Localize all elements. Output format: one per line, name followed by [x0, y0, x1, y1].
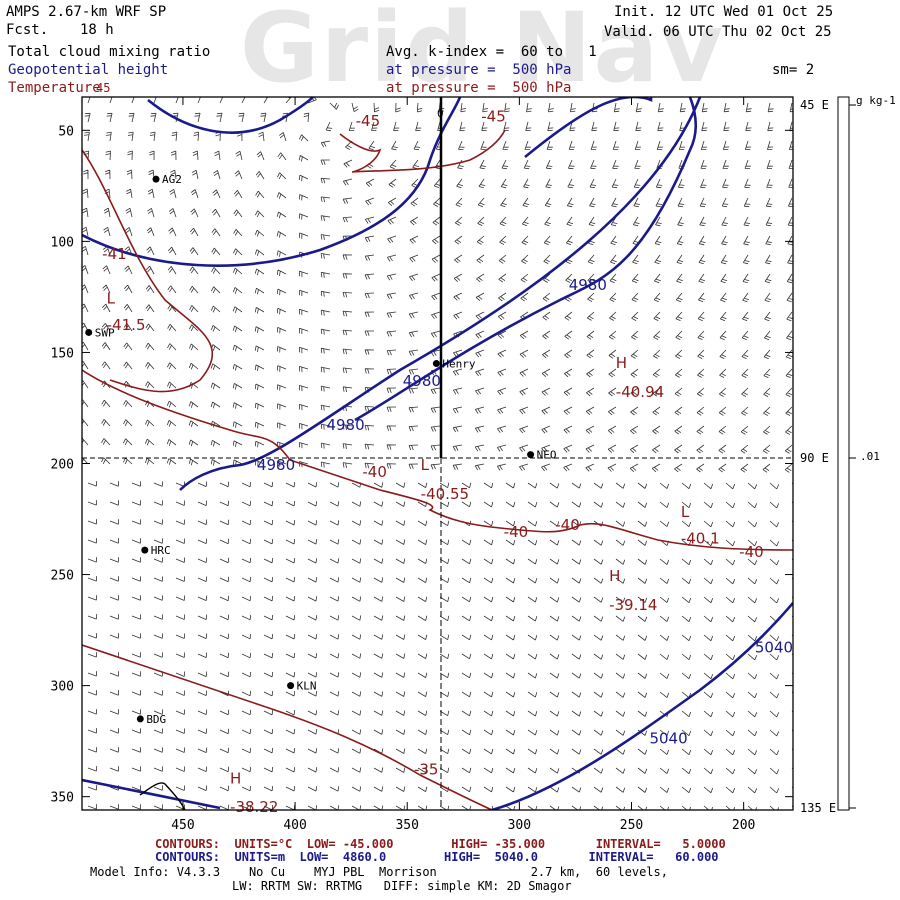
model-title: AMPS 2.67-km WRF SP — [6, 4, 167, 20]
height-contours — [82, 97, 793, 810]
longitude-label: 90 E — [800, 451, 829, 465]
x-axis-ticks: 450 400 350 300 250 200 — [171, 97, 755, 833]
top-label-0: 0 — [437, 107, 444, 120]
temperature-contour-label: -40 — [504, 523, 529, 541]
station-label: HRC — [151, 544, 171, 557]
height-contour-label: 4980 — [569, 276, 607, 294]
station-marker — [287, 682, 295, 690]
colorbar — [837, 96, 850, 811]
stations-layer: AG2 SWP Henry NEO HRC KLN BDG — [85, 173, 556, 726]
init-time: Init. 12 UTC Wed 01 Oct 25 — [614, 4, 834, 20]
temperature-labels: -45 -45 -41 L -41.5 H -40.94 -40 L -40.55 -40 -40 L -… — [102, 107, 763, 816]
field-geopotential: Geopotential height — [8, 62, 169, 78]
x-tick-label: 350 — [395, 818, 418, 833]
temperature-contour-label: -45 — [481, 107, 506, 125]
right-scale-labels: 45 E 90 E 135 E — [800, 98, 856, 815]
station-marker — [152, 175, 160, 183]
smoothing: sm= 2 — [772, 62, 815, 78]
x-tick-label: 250 — [620, 818, 643, 833]
field-cloud-mixing: Total cloud mixing ratio — [8, 44, 211, 60]
plot-frame — [81, 96, 794, 811]
avg-k-index: Avg. k-index = 60 to 1 — [386, 44, 597, 60]
colorbar-value: .01 — [860, 450, 880, 463]
temperature-contour-label: H — [616, 354, 627, 372]
height-contour-label: 4980 — [403, 372, 441, 390]
y-tick-label: 300 — [51, 680, 74, 695]
y-tick-label: 50 — [58, 124, 74, 139]
temperature-contour-label: -41.5 — [107, 316, 146, 334]
footer-model-info: Model Info: V4.3.3 No Cu MYJ PBL Morriso… — [90, 865, 668, 879]
station-label: BDG — [146, 713, 166, 726]
temperature-contour-label: -40 — [739, 543, 764, 561]
x-tick-label: 300 — [508, 818, 531, 833]
station-label: KLN — [297, 680, 317, 693]
temperature-contour-label: L — [107, 290, 116, 308]
temperature-contour-label: -35 — [414, 760, 439, 778]
y-tick-label: 100 — [51, 235, 74, 250]
temperature-contour-label: H — [609, 567, 620, 585]
temperature-contour-label: -40.1 — [681, 529, 720, 547]
temperature-contour-label: -40 — [555, 516, 580, 534]
height-contour-label: 4980 — [257, 456, 295, 474]
temperature-contour-label: -38.22 — [230, 798, 278, 816]
y-axis-ticks: 50 100 150 200 250 300 350 — [51, 124, 793, 806]
fcst-label: Fcst. — [6, 22, 49, 38]
station-label: SWP — [95, 326, 115, 339]
watermark: Grid Nav — [240, 0, 725, 104]
temperature-contour-label: -41 — [102, 245, 127, 263]
field-temperature: Temperature — [8, 80, 101, 96]
temperature-contour-label: L — [421, 456, 430, 474]
longitude-label: 135 E — [800, 801, 836, 815]
temperature-contour-label: H — [230, 769, 241, 787]
pressure-temp: at pressure = 500 hPa — [386, 80, 572, 96]
y-tick-label: 350 — [51, 791, 74, 806]
fcst-value: 18 h — [80, 22, 114, 38]
x-tick-label: 200 — [732, 818, 755, 833]
height-contour-label: 5040 — [755, 638, 793, 656]
colorbar-unit: g kg-1 — [856, 94, 896, 107]
cloud-contour — [139, 782, 186, 810]
station-marker — [141, 546, 149, 554]
height-labels: 4980 4980 4980 4980 5040 5040 — [257, 276, 793, 747]
station-label: AG2 — [162, 173, 182, 186]
station-label: NEO — [537, 449, 557, 462]
temperature-contour-label: -40.55 — [421, 485, 469, 503]
y-tick-label: 200 — [51, 457, 74, 472]
station-marker — [527, 451, 535, 459]
x-tick-label: 400 — [283, 818, 306, 833]
x-tick-label: 450 — [171, 818, 194, 833]
footer-height-contours: CONTOURS: UNITS=m LOW= 4860.0 HIGH= 5040… — [155, 850, 719, 864]
footer-physics: LW: RRTM SW: RRTMG DIFF: simple KM: 2D S… — [232, 879, 572, 893]
footer-temp-contours: CONTOURS: UNITS=°C LOW= -45.000 HIGH= -3… — [155, 837, 726, 851]
top-label-45: 45 — [96, 81, 110, 95]
y-tick-label: 150 — [51, 346, 74, 361]
temperature-contour-label: -40 — [362, 463, 387, 481]
temperature-contour-label: L — [681, 503, 690, 521]
temperature-contours — [82, 129, 793, 810]
temperature-contour-label: -40.94 — [616, 383, 664, 401]
temperature-contour-label: -39.14 — [609, 596, 657, 614]
station-marker — [85, 328, 93, 336]
longitude-label: 45 E — [800, 98, 829, 112]
pressure-height: at pressure = 500 hPa — [386, 62, 572, 78]
temperature-contour-label: -45 — [356, 112, 381, 130]
station-marker — [432, 360, 440, 368]
height-contour-label: 5040 — [649, 729, 687, 747]
y-tick-label: 250 — [51, 569, 74, 584]
station-marker — [136, 715, 144, 723]
valid-time: Valid. 06 UTC Thu 02 Oct 25 — [604, 24, 832, 40]
station-label: Henry — [442, 358, 475, 371]
height-contour-label: 4980 — [326, 416, 364, 434]
